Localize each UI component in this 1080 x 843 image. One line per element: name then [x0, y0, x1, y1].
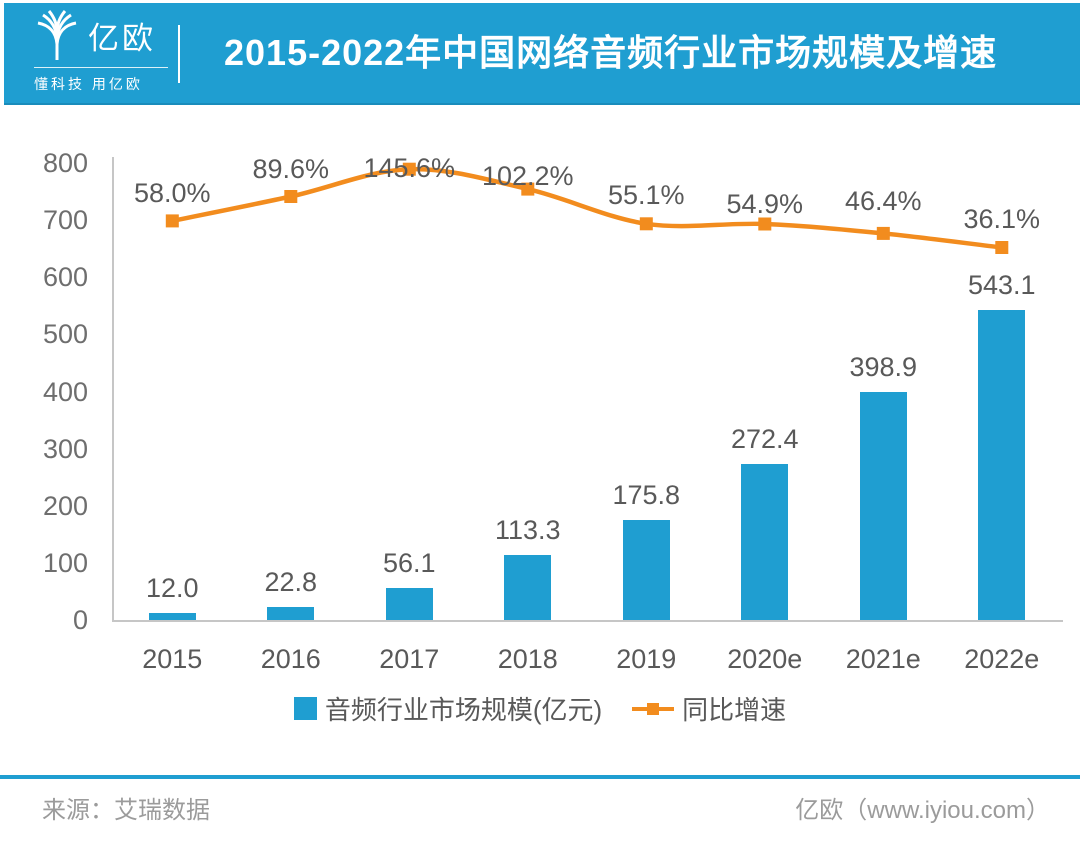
bar-2015 [148, 613, 196, 620]
y-axis-tick-label: 500 [42, 319, 88, 350]
bar-2016 [267, 606, 315, 620]
growth-value-label: 102.2% [481, 161, 574, 192]
page-title: 2015-2022年中国网络音频行业市场规模及增速 [224, 32, 998, 73]
bar-value-label: 398.9 [849, 352, 918, 383]
yiou-logo-icon [37, 10, 77, 60]
x-axis-label: 2016 [260, 644, 321, 674]
legend-item-market-size: 音频行业市场规模(亿元) [293, 690, 603, 727]
x-axis-label: 2017 [379, 644, 440, 674]
bar-value-label: 175.8 [612, 479, 681, 510]
growth-line-marker [758, 217, 772, 231]
x-axis-label: 2019 [616, 644, 677, 674]
y-axis-tick-label: 200 [42, 490, 88, 521]
bar-value-label: 113.3 [494, 515, 561, 546]
source-credit: 来源：艾瑞数据 [42, 797, 210, 824]
bar-2018 [504, 555, 552, 620]
bar-value-label: 56.1 [382, 547, 436, 578]
bar-value-label: 12.0 [145, 573, 199, 604]
growth-line-marker [639, 217, 653, 231]
growth-line-marker [876, 226, 890, 240]
x-axis-line [112, 620, 1063, 622]
growth-line-marker [995, 241, 1009, 254]
y-axis-line [112, 157, 114, 620]
logo-name: 亿欧 [88, 21, 156, 56]
growth-value-label: 46.4% [844, 186, 922, 217]
growth-line-marker [165, 214, 179, 228]
bar-value-label: 22.8 [264, 566, 318, 597]
growth-value-label: 58.0% [133, 177, 211, 208]
y-axis-tick-label: 100 [42, 547, 88, 578]
growth-value-label: 89.6% [252, 154, 330, 185]
bar-2017 [385, 587, 433, 620]
legend-label-growth: 同比增速 [682, 695, 787, 725]
bar-value-label: 272.4 [730, 424, 799, 455]
growth-value-label: 145.6% [363, 153, 456, 184]
logo-tagline: 懂科技 用亿欧 [34, 67, 168, 94]
y-axis-tick-label: 700 [42, 205, 88, 236]
x-axis-label: 2015 [142, 644, 203, 674]
x-axis-label: 2018 [497, 644, 558, 674]
bar-value-label: 543.1 [967, 269, 1036, 300]
chart-legend: 音频行业市场规模(亿元) 同比增速 [0, 690, 1080, 727]
x-axis-label: 2022e [964, 644, 1040, 674]
y-axis-tick-label: 800 [42, 148, 88, 178]
bar-2021e [859, 392, 907, 620]
header-divider [178, 25, 180, 83]
bar-2019 [622, 519, 670, 620]
logo-top-row: 亿欧 [34, 10, 168, 62]
growth-value-label: 54.9% [726, 188, 804, 219]
bar-2020e [741, 464, 789, 620]
y-axis-tick-label: 0 [72, 605, 88, 635]
header-banner: 亿欧 懂科技 用亿欧 2015-2022年中国网络音频行业市场规模及增速 [4, 3, 1080, 105]
growth-line-marker [284, 190, 298, 203]
bar-series-swatch [293, 697, 317, 720]
logo-block: 亿欧 懂科技 用亿欧 [34, 10, 168, 94]
x-axis-label: 2020e [727, 644, 803, 674]
y-axis-tick-label: 600 [42, 262, 88, 293]
line-swatch-marker [647, 702, 660, 715]
legend-label-market-size: 音频行业市场规模(亿元) [324, 695, 603, 725]
site-credit: 亿欧（www.iyiou.com） [795, 797, 1050, 824]
x-axis-label: 2021e [845, 644, 921, 674]
y-axis-tick-label: 300 [42, 433, 88, 464]
legend-item-growth: 同比增速 [632, 690, 786, 727]
footer-divider [0, 775, 1080, 779]
bar-2022e [978, 309, 1026, 620]
growth-value-label: 55.1% [607, 179, 685, 210]
growth-value-label: 36.1% [963, 203, 1041, 234]
y-axis-tick-label: 400 [42, 376, 88, 407]
line-series-swatch [632, 702, 675, 716]
